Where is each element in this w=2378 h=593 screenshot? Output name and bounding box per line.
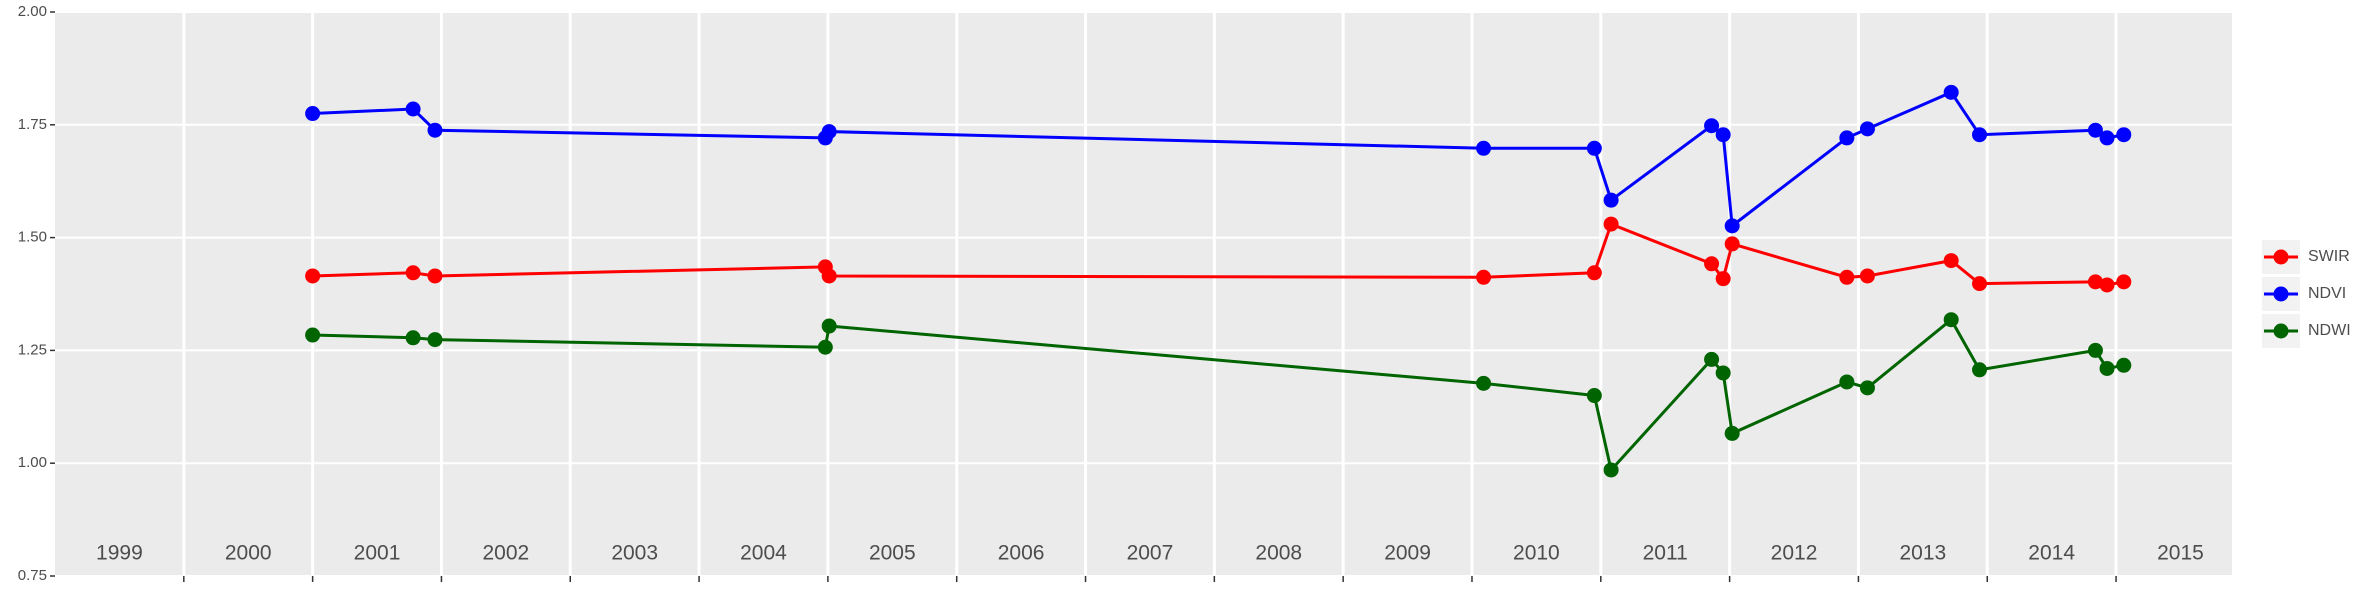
data-point — [427, 122, 443, 138]
data-point — [821, 124, 837, 140]
series-line — [312, 222, 2125, 287]
year-label: 1999 — [96, 542, 143, 565]
data-point — [427, 268, 443, 284]
data-point — [1972, 127, 1988, 143]
data-point — [821, 268, 837, 284]
data-point — [305, 106, 321, 122]
legend-label: NDVI — [2308, 285, 2346, 302]
data-point — [2087, 274, 2103, 290]
year-label: 2007 — [1127, 542, 1174, 565]
data-point — [1724, 236, 1740, 252]
year-label: 2009 — [1384, 542, 1431, 565]
data-point — [817, 339, 833, 355]
data-point — [2116, 357, 2132, 373]
year-label: 2008 — [1255, 542, 1302, 565]
year-label: 2012 — [1771, 542, 1818, 565]
year-label: 2001 — [354, 542, 401, 565]
data-point — [1715, 365, 1731, 381]
data-point — [1476, 269, 1492, 285]
data-point — [1972, 276, 1988, 292]
data-point — [2116, 274, 2132, 290]
data-point — [2099, 360, 2115, 376]
data-point — [305, 268, 321, 284]
y-tick-label: 1.50 — [18, 229, 47, 246]
legend-point — [2273, 286, 2289, 302]
year-label: 2004 — [740, 542, 787, 565]
year-label: 2015 — [2157, 542, 2204, 565]
y-tick-label: 1.75 — [18, 116, 47, 133]
data-point — [1603, 216, 1619, 232]
year-label: 2000 — [225, 542, 272, 565]
legend-point — [2273, 249, 2289, 265]
data-point — [1724, 218, 1740, 234]
data-point — [405, 265, 421, 281]
data-point — [1715, 271, 1731, 287]
data-point — [1715, 127, 1731, 143]
y-tick-label: 0.75 — [18, 567, 47, 584]
data-point — [1943, 84, 1959, 100]
y-tick-label: 1.25 — [18, 341, 47, 358]
data-point — [1476, 375, 1492, 391]
data-point — [1943, 312, 1959, 328]
data-point — [2099, 130, 2115, 146]
legend-point — [2273, 323, 2289, 339]
data-point — [2099, 277, 2115, 293]
data-point — [1603, 192, 1619, 208]
data-point — [1859, 121, 1875, 137]
data-point — [405, 101, 421, 117]
year-label: 2006 — [998, 542, 1045, 565]
data-point — [405, 330, 421, 346]
year-label: 2013 — [1899, 542, 1946, 565]
year-label: 2005 — [869, 542, 916, 565]
data-point — [1586, 140, 1602, 156]
data-point — [1603, 462, 1619, 478]
y-tick-label: 2.00 — [18, 3, 47, 20]
data-point — [1859, 268, 1875, 284]
year-label: 2003 — [611, 542, 658, 565]
data-point — [1839, 130, 1855, 146]
legend-label: NDWI — [2308, 322, 2351, 339]
y-tick-label: 1.00 — [18, 454, 47, 471]
data-point — [1943, 253, 1959, 269]
data-point — [305, 327, 321, 343]
data-point — [1704, 351, 1720, 367]
data-point — [1859, 380, 1875, 396]
data-point — [1839, 374, 1855, 390]
series-line — [312, 317, 2125, 474]
year-label: 2002 — [482, 542, 529, 565]
data-point — [1704, 118, 1720, 134]
data-point — [1586, 388, 1602, 404]
data-point — [1972, 362, 1988, 378]
data-point — [2087, 342, 2103, 358]
plot-panel — [55, 12, 2232, 576]
legend-label: SWIR — [2308, 248, 2350, 265]
data-point — [2087, 122, 2103, 138]
year-label: 2011 — [1643, 542, 1688, 565]
data-point — [427, 332, 443, 348]
data-point — [1704, 256, 1720, 272]
data-point — [2116, 127, 2132, 143]
data-point — [1476, 140, 1492, 156]
data-point — [1839, 269, 1855, 285]
year-label: 2010 — [1513, 542, 1560, 565]
year-label: 2014 — [2028, 542, 2075, 565]
data-point — [821, 318, 837, 334]
data-point — [1724, 425, 1740, 441]
data-point — [1586, 265, 1602, 281]
